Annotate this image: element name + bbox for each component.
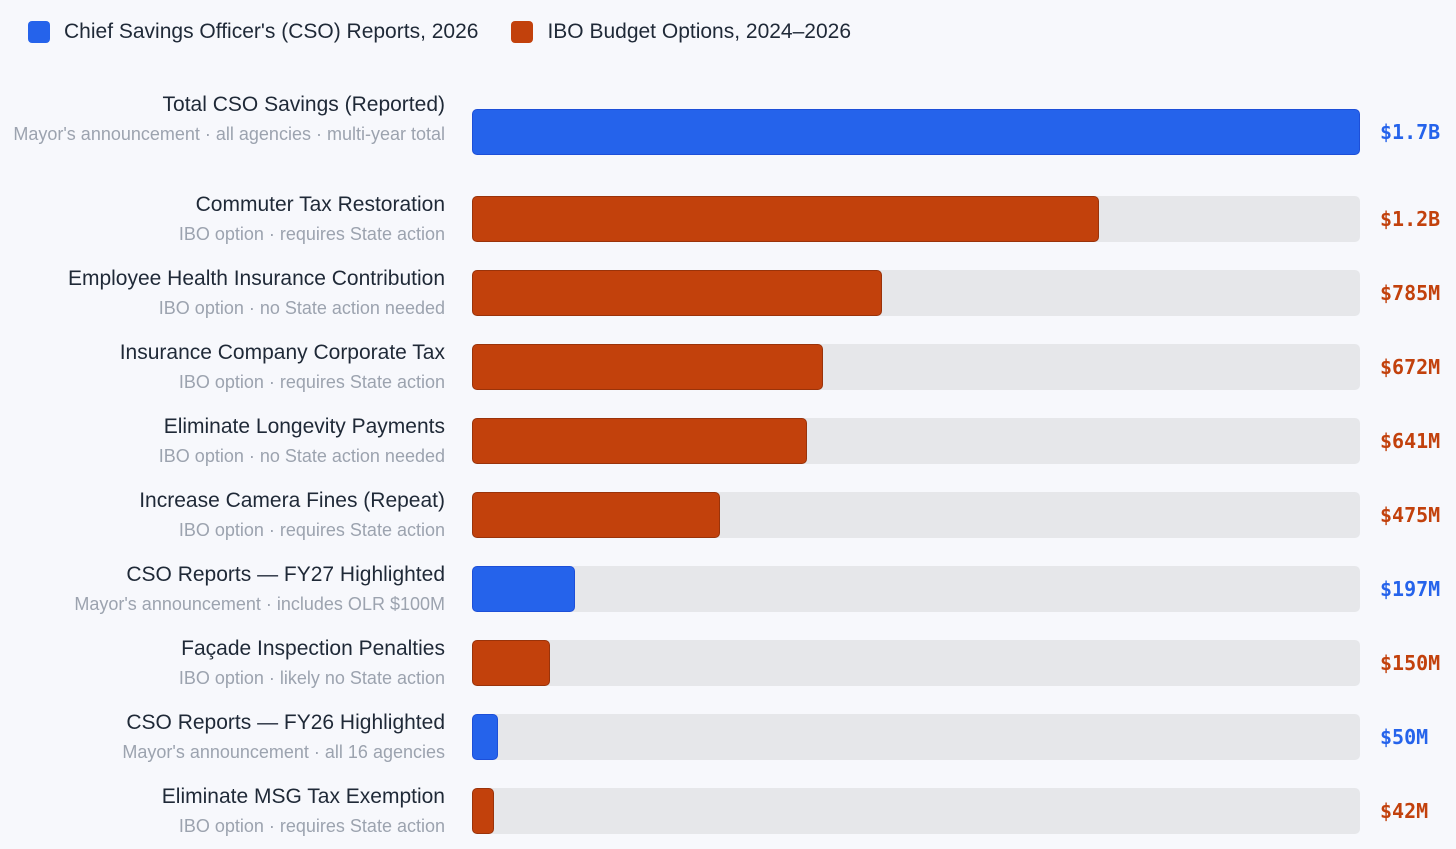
bar-value-label: $785M	[1380, 281, 1441, 305]
row-label: Employee Health Insurance Contribution	[67, 267, 445, 290]
row-labels: CSO Reports — FY26 Highlighted Mayor's an…	[5, 710, 445, 765]
row-labels: Façade Inspection Penalties IBO option · …	[5, 636, 445, 691]
bar-track	[472, 788, 1360, 834]
bar-value-label: $641M	[1380, 429, 1441, 453]
bar	[472, 109, 1360, 155]
bar-value-label: $1.2B	[1380, 207, 1441, 231]
legend-label-cso: Chief Savings Officer's (CSO) Reports, 2…	[64, 20, 479, 43]
chart-legend: Chief Savings Officer's (CSO) Reports, 2…	[28, 16, 884, 48]
bar	[472, 788, 494, 834]
row-sublabel: IBO option · requires State action	[178, 224, 445, 244]
row-label: Eliminate MSG Tax Exemption	[161, 785, 445, 808]
bar-track	[472, 418, 1360, 464]
bar	[472, 566, 575, 612]
row-labels: Total CSO Savings (Reported) Mayor's anno…	[5, 92, 445, 147]
bar-track	[472, 566, 1360, 612]
row-sublabel: IBO option · requires State action	[178, 816, 445, 836]
row-label: Eliminate Longevity Payments	[163, 415, 445, 438]
row-labels: Eliminate Longevity Payments IBO option ·…	[5, 414, 445, 469]
row-label: CSO Reports — FY27 Highlighted	[126, 563, 445, 586]
row-label: Total CSO Savings (Reported)	[162, 93, 445, 116]
row-sublabel: IBO option · no State action needed	[158, 298, 445, 318]
bar	[472, 344, 823, 390]
legend-swatch-cso	[28, 21, 50, 43]
bar	[472, 196, 1099, 242]
bar-track	[472, 270, 1360, 316]
bar-track	[472, 109, 1360, 155]
bar-track	[472, 640, 1360, 686]
row-sublabel: IBO option · no State action needed	[158, 446, 445, 466]
row-labels: Increase Camera Fines (Repeat) IBO option…	[5, 488, 445, 543]
bar-value-label: $42M	[1380, 799, 1429, 823]
row-sublabel: Mayor's announcement · all 16 agencies	[122, 742, 445, 762]
bar	[472, 714, 498, 760]
legend-swatch-ibo	[511, 21, 534, 43]
row-label: Commuter Tax Restoration	[195, 193, 445, 216]
row-sublabel: IBO option · requires State action	[178, 372, 445, 392]
row-labels: Insurance Company Corporate Tax IBO optio…	[5, 340, 445, 395]
bar-value-label: $150M	[1380, 651, 1441, 675]
bar-track	[472, 714, 1360, 760]
row-sublabel: IBO option · requires State action	[178, 520, 445, 540]
bar-value-label: $1.7B	[1380, 120, 1441, 144]
bar	[472, 418, 807, 464]
row-label: Increase Camera Fines (Repeat)	[139, 489, 445, 512]
bar-value-label: $50M	[1380, 725, 1429, 749]
row-sublabel: Mayor's announcement · all agencies · mu…	[13, 124, 445, 144]
row-label: Façade Inspection Penalties	[181, 637, 445, 660]
row-labels: Commuter Tax Restoration IBO option · req…	[5, 192, 445, 247]
bar	[472, 640, 550, 686]
bar-value-label: $197M	[1380, 577, 1441, 601]
bar	[472, 270, 882, 316]
bar-value-label: $475M	[1380, 503, 1441, 527]
bar	[472, 492, 720, 538]
bar-track	[472, 344, 1360, 390]
legend-item-cso: Chief Savings Officer's (CSO) Reports, 2…	[28, 20, 478, 44]
row-sublabel: IBO option · likely no State action	[178, 668, 445, 688]
row-labels: CSO Reports — FY27 Highlighted Mayor's an…	[5, 562, 445, 617]
bar-value-label: $672M	[1380, 355, 1441, 379]
row-label: CSO Reports — FY26 Highlighted	[126, 711, 445, 734]
bar-track	[472, 196, 1360, 242]
row-labels: Eliminate MSG Tax Exemption IBO option · …	[5, 784, 445, 839]
legend-item-ibo: IBO Budget Options, 2024–2026	[511, 20, 851, 44]
bar-track	[472, 492, 1360, 538]
row-labels: Employee Health Insurance Contribution IB…	[5, 266, 445, 321]
legend-label-ibo: IBO Budget Options, 2024–2026	[547, 20, 852, 43]
row-sublabel: Mayor's announcement · includes OLR $100…	[74, 594, 445, 614]
row-label: Insurance Company Corporate Tax	[119, 341, 445, 364]
